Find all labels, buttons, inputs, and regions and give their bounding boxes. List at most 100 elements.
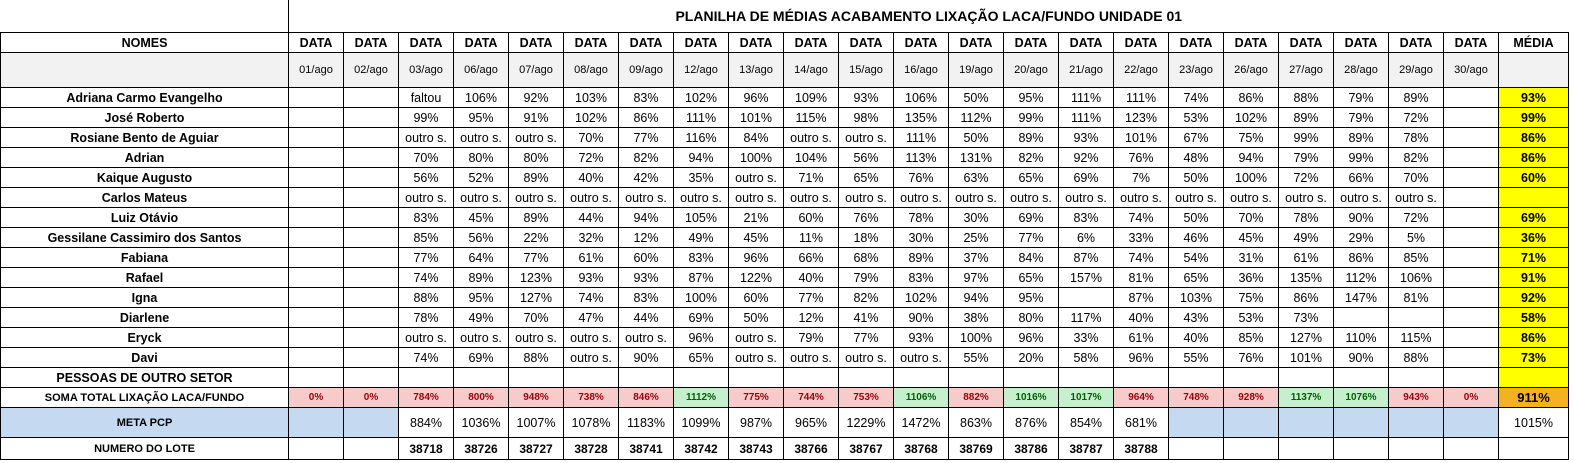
score-cell[interactable]: 111% <box>1058 107 1114 128</box>
score-cell[interactable]: 50% <box>948 87 1004 108</box>
score-cell[interactable] <box>893 367 949 388</box>
score-cell[interactable]: 44% <box>618 307 674 328</box>
score-cell[interactable] <box>343 247 399 268</box>
score-cell[interactable]: 76% <box>893 167 949 188</box>
score-cell[interactable]: 65% <box>673 347 729 368</box>
score-cell[interactable]: outro s. <box>1278 187 1334 208</box>
media-cell[interactable]: 92% <box>1497 287 1570 308</box>
score-cell[interactable]: 90% <box>618 347 674 368</box>
score-cell[interactable]: 54% <box>1168 247 1224 268</box>
score-cell[interactable]: 45% <box>1223 227 1279 248</box>
score-cell[interactable]: 89% <box>1333 127 1389 148</box>
header-date-27-ago[interactable]: 27/ago <box>1278 52 1334 88</box>
score-cell[interactable]: 79% <box>1333 87 1389 108</box>
score-cell[interactable]: 77% <box>838 327 894 348</box>
score-cell[interactable]: outro s. <box>508 327 564 348</box>
score-cell[interactable]: 103% <box>1168 287 1224 308</box>
soma-cell[interactable]: 943% <box>1388 387 1444 408</box>
score-cell[interactable]: 106% <box>1388 267 1444 288</box>
score-cell[interactable]: 117% <box>1058 307 1114 328</box>
score-cell[interactable]: 30% <box>893 227 949 248</box>
header-date-label[interactable]: DATA <box>1333 32 1389 53</box>
score-cell[interactable]: 60% <box>783 207 839 228</box>
score-cell[interactable]: 111% <box>893 127 949 148</box>
score-cell[interactable]: 22% <box>508 227 564 248</box>
lote-cell[interactable]: 38787 <box>1058 437 1114 460</box>
score-cell[interactable]: 77% <box>783 287 839 308</box>
score-cell[interactable]: 40% <box>563 167 619 188</box>
score-cell[interactable] <box>1003 367 1059 388</box>
score-cell[interactable]: outro s. <box>893 187 949 208</box>
score-cell[interactable] <box>453 367 509 388</box>
score-cell[interactable]: 5% <box>1388 227 1444 248</box>
score-cell[interactable]: outro s. <box>563 347 619 368</box>
media-cell[interactable]: 93% <box>1497 87 1570 108</box>
score-cell[interactable] <box>618 367 674 388</box>
score-cell[interactable]: outro s. <box>1223 187 1279 208</box>
meta-cell[interactable] <box>1388 407 1444 438</box>
score-cell[interactable]: 11% <box>783 227 839 248</box>
header-date-29-ago[interactable]: 29/ago <box>1388 52 1444 88</box>
header-date-label[interactable]: DATA <box>1113 32 1169 53</box>
score-cell[interactable]: 65% <box>1003 167 1059 188</box>
score-cell[interactable]: 100% <box>728 147 784 168</box>
soma-cell[interactable]: 964% <box>1113 387 1169 408</box>
header-date-19-ago[interactable]: 19/ago <box>948 52 1004 88</box>
header-date-13-ago[interactable]: 13/ago <box>728 52 784 88</box>
score-cell[interactable]: 89% <box>893 247 949 268</box>
meta-cell[interactable]: 1472% <box>893 407 949 438</box>
score-cell[interactable]: outro s. <box>838 127 894 148</box>
lote-cell[interactable] <box>1278 437 1334 460</box>
soma-cell[interactable]: 1076% <box>1333 387 1389 408</box>
score-cell[interactable]: 93% <box>838 87 894 108</box>
header-date-label[interactable]: DATA <box>783 32 839 53</box>
header-date-label[interactable]: DATA <box>1058 32 1114 53</box>
score-cell[interactable]: 46% <box>1168 227 1224 248</box>
soma-cell[interactable]: 0% <box>343 387 399 408</box>
score-cell[interactable] <box>288 267 344 288</box>
score-cell[interactable]: 80% <box>1003 307 1059 328</box>
header-date-26-ago[interactable]: 26/ago <box>1223 52 1279 88</box>
score-cell[interactable]: 72% <box>1388 207 1444 228</box>
score-cell[interactable]: 86% <box>1223 87 1279 108</box>
score-cell[interactable]: 104% <box>783 147 839 168</box>
score-cell[interactable]: 79% <box>838 267 894 288</box>
score-cell[interactable]: 70% <box>398 147 454 168</box>
score-cell[interactable]: 76% <box>838 207 894 228</box>
soma-cell[interactable]: 1137% <box>1278 387 1334 408</box>
score-cell[interactable]: 65% <box>1168 267 1224 288</box>
employee-name[interactable]: PESSOAS DE OUTRO SETOR <box>0 367 289 388</box>
score-cell[interactable]: 74% <box>1113 207 1169 228</box>
lote-cell[interactable]: 38786 <box>1003 437 1059 460</box>
score-cell[interactable] <box>288 367 344 388</box>
score-cell[interactable] <box>343 107 399 128</box>
score-cell[interactable]: 50% <box>1168 207 1224 228</box>
score-cell[interactable]: 65% <box>838 167 894 188</box>
score-cell[interactable]: 25% <box>948 227 1004 248</box>
score-cell[interactable]: 92% <box>1058 147 1114 168</box>
score-cell[interactable]: 91% <box>508 107 564 128</box>
header-media[interactable]: MÉDIA <box>1497 32 1570 53</box>
score-cell[interactable]: outro s. <box>728 347 784 368</box>
header-date-23-ago[interactable]: 23/ago <box>1168 52 1224 88</box>
header-date-09-ago[interactable]: 09/ago <box>618 52 674 88</box>
score-cell[interactable]: 96% <box>673 327 729 348</box>
score-cell[interactable]: 65% <box>1003 267 1059 288</box>
score-cell[interactable]: 79% <box>783 327 839 348</box>
score-cell[interactable] <box>288 87 344 108</box>
score-cell[interactable]: 45% <box>728 227 784 248</box>
score-cell[interactable]: 79% <box>1333 107 1389 128</box>
header-date-07-ago[interactable]: 07/ago <box>508 52 564 88</box>
meta-cell[interactable]: 1078% <box>563 407 619 438</box>
header-date-label[interactable]: DATA <box>948 32 1004 53</box>
score-cell[interactable]: 78% <box>893 207 949 228</box>
employee-name[interactable]: Carlos Mateus <box>0 187 289 208</box>
score-cell[interactable] <box>343 87 399 108</box>
score-cell[interactable]: 72% <box>1278 167 1334 188</box>
score-cell[interactable]: 68% <box>838 247 894 268</box>
employee-name[interactable]: Fabiana <box>0 247 289 268</box>
employee-name[interactable]: Adrian <box>0 147 289 168</box>
score-cell[interactable]: 99% <box>398 107 454 128</box>
employee-name[interactable]: Igna <box>0 287 289 308</box>
meta-cell[interactable]: 1229% <box>838 407 894 438</box>
